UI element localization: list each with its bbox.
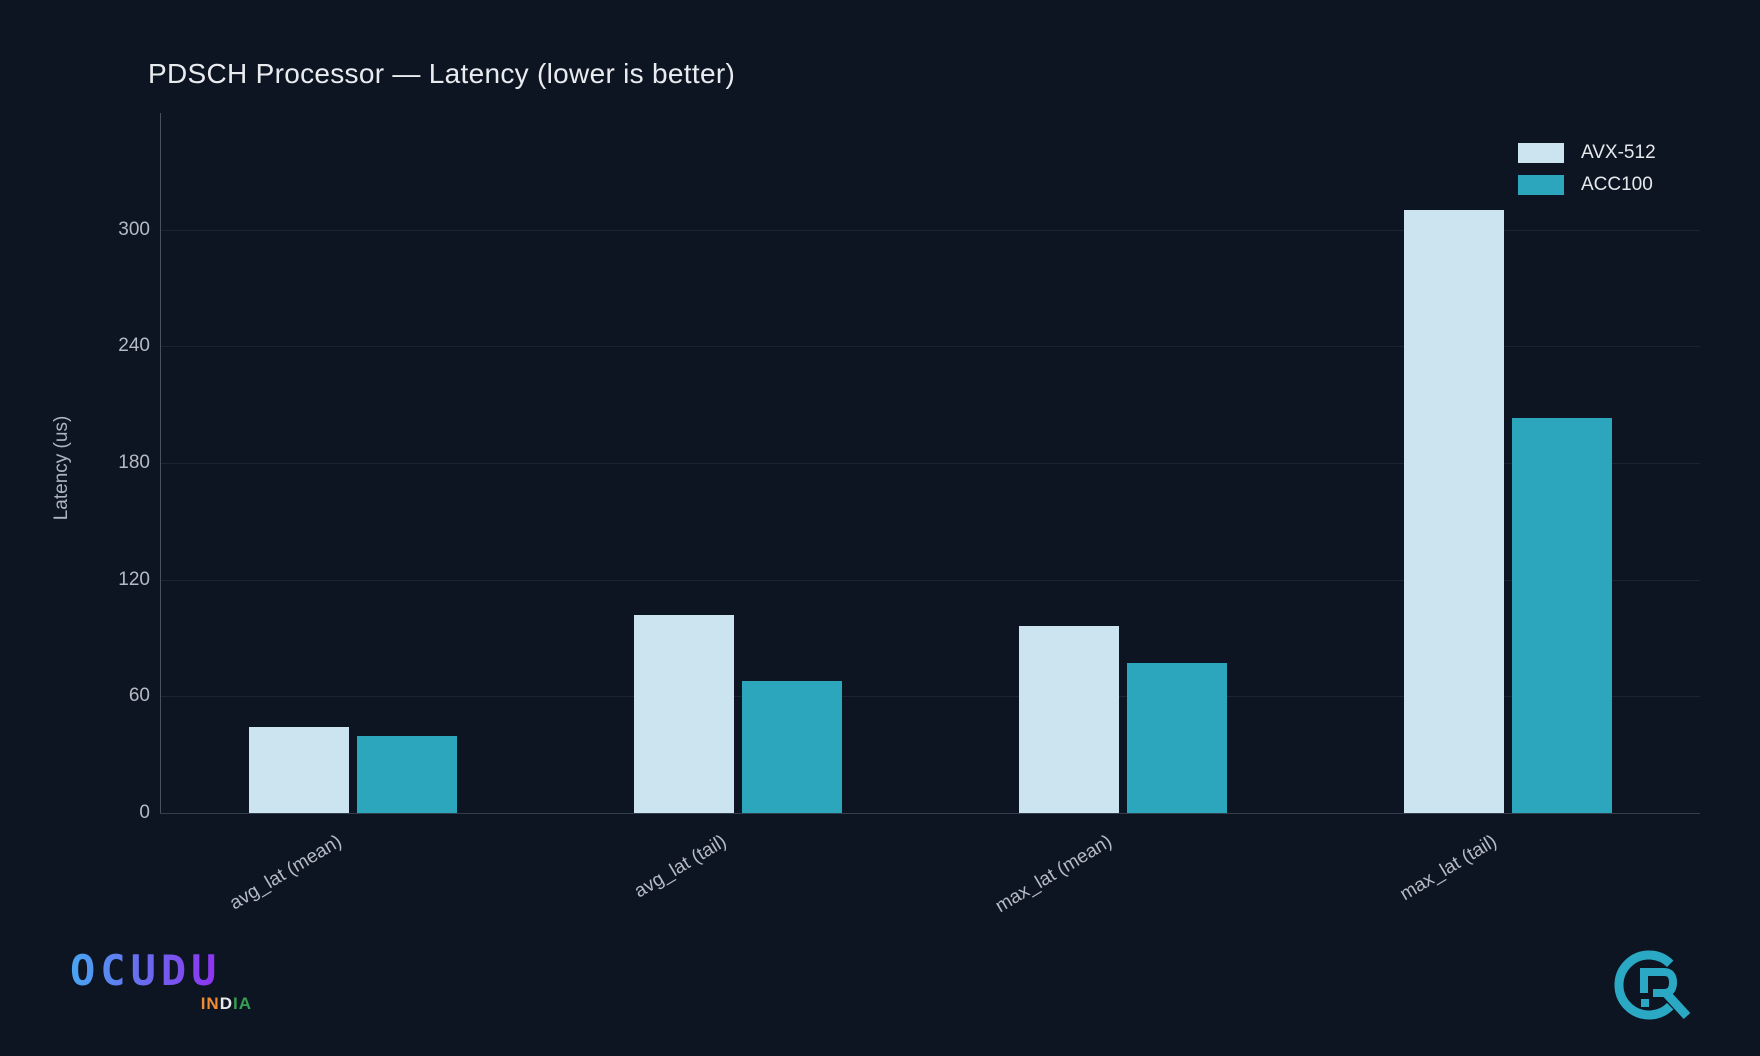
india-letter: N (206, 994, 220, 1013)
india-letter: A (238, 994, 252, 1013)
bar-avx-512 (248, 727, 349, 813)
bar-avx-512 (1403, 210, 1504, 813)
bar-avx-512 (1018, 626, 1119, 813)
legend: AVX-512 ACC100 (1518, 142, 1656, 195)
gridline-180 (160, 463, 1700, 464)
y-tick-label: 120 (118, 568, 150, 590)
y-tick-label: 180 (118, 452, 150, 473)
india-letter: I (232, 994, 239, 1013)
ocudu-logo: OCUDU INDIA (70, 950, 260, 1014)
y-tick-label: 300 (118, 218, 150, 240)
bar-acc100 (1126, 663, 1227, 813)
legend-item-avx-512: AVX-512 (1518, 142, 1656, 163)
x-tick-label: max_lat (mean) (991, 831, 1116, 917)
y-axis-line (160, 113, 161, 813)
bar-acc100 (356, 736, 457, 813)
gridline-240 (160, 346, 1700, 348)
india-letter: I (200, 994, 207, 1013)
x-tick-label: avg_lat (mean) (225, 831, 346, 915)
legend-label: AVX-512 (1581, 141, 1656, 163)
cr-logo (1614, 950, 1691, 1020)
bar-acc100 (741, 680, 842, 813)
bar-acc100 (1511, 418, 1612, 813)
legend-label: ACC100 (1581, 173, 1653, 195)
legend-swatch (1518, 174, 1564, 195)
legend-swatch (1518, 142, 1564, 163)
y-tick-label: 0 (139, 802, 150, 823)
y-tick-label: 60 (128, 685, 150, 707)
ocudu-wordmark: OCUDU (70, 950, 260, 992)
india-label: INDIA (70, 994, 260, 1014)
legend-item-acc100: ACC100 (1518, 174, 1656, 195)
x-axis-line (160, 813, 1700, 814)
x-tick-label: avg_lat (tail) (630, 831, 731, 903)
y-tick-label: 240 (118, 335, 150, 357)
chart-title: PDSCH Processor — Latency (lower is bett… (148, 58, 736, 89)
india-letter: D (219, 994, 233, 1013)
gridline-300 (160, 229, 1700, 231)
gridline-60 (160, 696, 1700, 698)
x-tick-label: max_lat (tail) (1396, 831, 1501, 906)
bar-avx-512 (633, 614, 734, 813)
gridline-120 (160, 579, 1700, 581)
